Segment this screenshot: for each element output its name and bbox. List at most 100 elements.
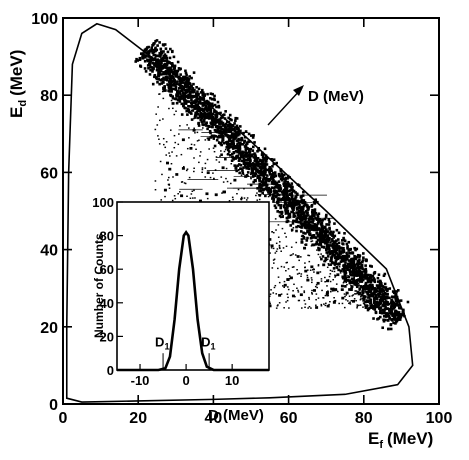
data-point xyxy=(300,273,303,275)
data-point xyxy=(338,266,341,268)
data-point xyxy=(295,225,298,229)
data-point xyxy=(330,251,334,254)
data-point xyxy=(342,271,344,273)
data-point xyxy=(171,70,175,74)
data-point xyxy=(235,133,239,136)
data-point xyxy=(256,149,259,153)
data-point xyxy=(359,277,362,281)
data-point xyxy=(158,138,160,140)
data-point xyxy=(192,95,196,98)
data-point xyxy=(163,85,166,88)
data-point xyxy=(360,266,364,269)
data-point xyxy=(234,149,238,153)
data-point xyxy=(313,210,316,213)
data-point xyxy=(148,73,152,76)
data-point xyxy=(144,48,147,52)
data-point xyxy=(319,271,322,273)
data-point xyxy=(220,131,223,135)
data-point xyxy=(206,112,209,116)
data-point xyxy=(154,180,157,182)
data-point xyxy=(228,113,232,117)
data-point xyxy=(183,76,187,80)
data-point xyxy=(347,275,351,279)
data-point xyxy=(371,283,374,287)
data-point xyxy=(265,177,269,180)
data-point xyxy=(343,267,346,269)
data-point xyxy=(199,151,202,153)
data-point xyxy=(232,151,236,155)
data-point xyxy=(302,190,305,194)
data-point xyxy=(355,255,359,259)
data-point xyxy=(336,246,340,250)
data-point xyxy=(395,319,399,323)
data-point xyxy=(308,231,311,234)
data-point xyxy=(258,198,261,201)
data-point xyxy=(366,278,370,282)
data-point xyxy=(221,192,223,194)
data-point xyxy=(313,222,316,226)
data-point xyxy=(250,167,254,171)
data-point xyxy=(328,238,331,242)
data-point xyxy=(202,109,205,113)
data-point xyxy=(366,273,370,277)
data-point xyxy=(325,234,328,237)
data-point xyxy=(335,228,339,232)
data-point xyxy=(273,286,276,289)
data-point xyxy=(388,296,391,300)
data-point xyxy=(300,286,303,288)
data-point xyxy=(358,304,360,307)
data-point xyxy=(177,193,179,195)
data-point xyxy=(261,171,265,175)
data-point xyxy=(311,281,313,284)
data-point xyxy=(163,87,166,91)
data-point xyxy=(351,280,354,282)
data-point xyxy=(364,300,368,304)
data-point xyxy=(320,219,324,222)
data-point xyxy=(384,311,387,315)
data-point xyxy=(271,244,274,246)
data-point xyxy=(248,164,252,168)
data-point xyxy=(294,191,297,194)
data-point xyxy=(382,304,385,308)
data-point xyxy=(333,254,336,257)
data-point xyxy=(180,89,184,93)
data-point xyxy=(382,295,386,298)
data-point xyxy=(327,279,330,281)
data-point xyxy=(174,197,177,200)
data-point xyxy=(383,308,387,311)
data-point xyxy=(297,289,299,292)
data-point xyxy=(393,310,397,313)
data-point xyxy=(271,165,274,168)
data-point xyxy=(306,214,310,217)
data-point xyxy=(290,254,293,256)
data-point xyxy=(389,306,393,309)
data-point xyxy=(331,232,334,235)
data-point xyxy=(144,54,147,57)
data-point xyxy=(356,307,358,309)
data-point xyxy=(165,154,168,156)
data-point xyxy=(312,234,314,236)
data-point xyxy=(162,71,165,74)
data-point xyxy=(278,185,282,188)
data-point xyxy=(310,215,314,218)
data-point xyxy=(259,173,262,177)
data-point xyxy=(237,163,241,166)
data-point xyxy=(304,262,306,264)
data-point xyxy=(290,246,293,248)
data-point xyxy=(240,174,243,177)
data-point xyxy=(336,267,339,270)
data-point xyxy=(177,83,181,86)
y-tick-label: 40 xyxy=(40,243,58,260)
data-point xyxy=(278,188,281,192)
data-point xyxy=(355,299,357,302)
data-point xyxy=(310,234,314,238)
data-point xyxy=(326,253,329,255)
data-point xyxy=(259,165,263,168)
data-point xyxy=(187,108,191,112)
data-point xyxy=(250,177,252,180)
data-point xyxy=(229,142,232,146)
data-point xyxy=(233,128,236,132)
data-point xyxy=(378,284,381,287)
data-point xyxy=(159,68,163,72)
data-point xyxy=(272,158,276,161)
